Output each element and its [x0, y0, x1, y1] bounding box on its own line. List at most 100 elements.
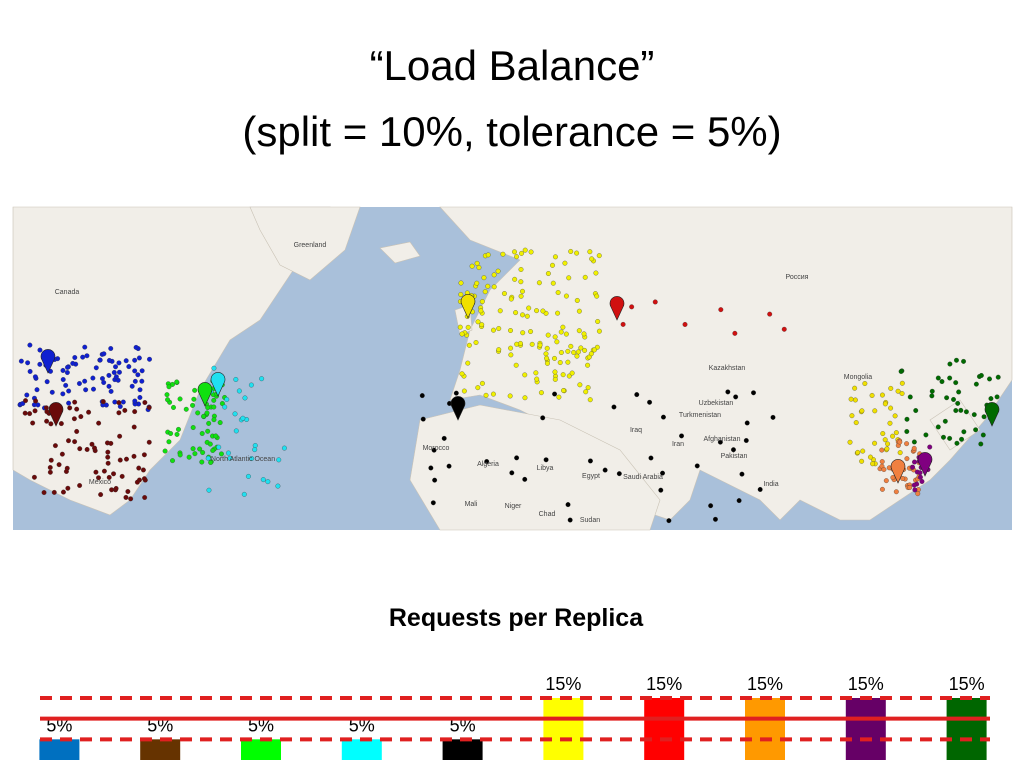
map-marker [465, 324, 471, 330]
map-marker [514, 254, 520, 260]
map-marker [113, 486, 119, 491]
map-marker [859, 408, 865, 414]
map-marker [111, 471, 116, 477]
map-marker [458, 280, 464, 286]
map-marker [509, 470, 515, 476]
map-marker [978, 441, 984, 447]
bar [140, 739, 181, 760]
map-marker [249, 456, 255, 462]
map-marker [888, 405, 894, 411]
map-marker [868, 454, 873, 460]
map-marker [200, 450, 206, 455]
map-marker [731, 447, 736, 453]
map-marker [171, 405, 176, 410]
map-marker [885, 441, 891, 447]
map-marker [911, 439, 917, 445]
map-marker [213, 433, 219, 439]
map-marker [860, 448, 866, 454]
map-marker [520, 312, 525, 318]
map-marker [736, 498, 742, 504]
map-marker [276, 457, 282, 463]
map-marker [65, 485, 71, 491]
map-marker [205, 455, 211, 461]
map-marker [482, 289, 488, 295]
map-marker [216, 444, 222, 450]
map-marker [479, 322, 485, 328]
map-marker [166, 439, 172, 445]
map-marker [529, 341, 535, 347]
map-marker [988, 396, 994, 402]
map-marker [915, 491, 921, 497]
map-marker [565, 502, 571, 508]
map-label: Россия [786, 274, 809, 281]
map-marker [980, 432, 986, 438]
map-marker [248, 382, 254, 388]
map-marker [708, 503, 714, 509]
map-marker [587, 397, 593, 403]
map-label: India [763, 481, 778, 488]
map-marker [947, 435, 953, 441]
map-marker [74, 428, 80, 434]
map-marker [174, 431, 180, 437]
map-marker [132, 398, 138, 404]
map-marker [912, 487, 918, 493]
map-marker [63, 469, 69, 474]
map-marker [123, 358, 129, 364]
map-pin [890, 459, 906, 484]
map-marker [578, 345, 584, 351]
map-marker [485, 283, 491, 289]
map-marker [712, 516, 718, 522]
map-marker [37, 347, 43, 353]
map-marker [558, 350, 564, 355]
map-marker [218, 451, 224, 457]
map-marker [147, 356, 152, 362]
map-marker [562, 260, 568, 266]
map-marker [963, 409, 969, 415]
map-marker [555, 310, 561, 316]
map-marker [882, 401, 888, 407]
map-marker [67, 405, 73, 411]
map-marker [164, 392, 170, 398]
map-marker [197, 446, 203, 452]
map-marker [554, 339, 560, 345]
map-marker [32, 408, 38, 414]
map-marker [191, 396, 197, 402]
map-marker [587, 249, 593, 255]
map-marker [117, 457, 123, 463]
map-marker [205, 405, 211, 411]
map-marker [206, 420, 212, 426]
map-marker [947, 361, 953, 367]
map-marker [474, 280, 480, 286]
map-marker [30, 420, 36, 426]
map-marker [907, 485, 913, 490]
map-marker [166, 384, 172, 390]
map-marker [596, 328, 602, 334]
map-marker [141, 476, 147, 482]
map-marker [146, 405, 152, 410]
map-marker [848, 396, 854, 402]
map-marker [595, 319, 601, 324]
map-marker [666, 518, 672, 524]
map-marker [132, 409, 138, 415]
map-marker [52, 443, 58, 449]
map-marker [37, 361, 43, 367]
map-marker [495, 268, 501, 274]
bar [845, 698, 886, 760]
map-marker [895, 388, 901, 394]
map-marker [497, 308, 503, 314]
map-label: México [89, 479, 111, 486]
map-marker [162, 448, 168, 454]
map-marker [116, 369, 122, 375]
map-marker [544, 355, 550, 361]
map-label: Algeria [477, 461, 499, 468]
map-marker [929, 393, 935, 399]
map-label: Iran [672, 441, 684, 448]
map-marker [587, 458, 593, 464]
map-marker [893, 430, 899, 436]
value-label: 15% [747, 674, 783, 694]
map-marker [252, 443, 258, 448]
map-marker [881, 467, 887, 472]
map-marker [491, 327, 496, 333]
map-marker [25, 360, 31, 366]
